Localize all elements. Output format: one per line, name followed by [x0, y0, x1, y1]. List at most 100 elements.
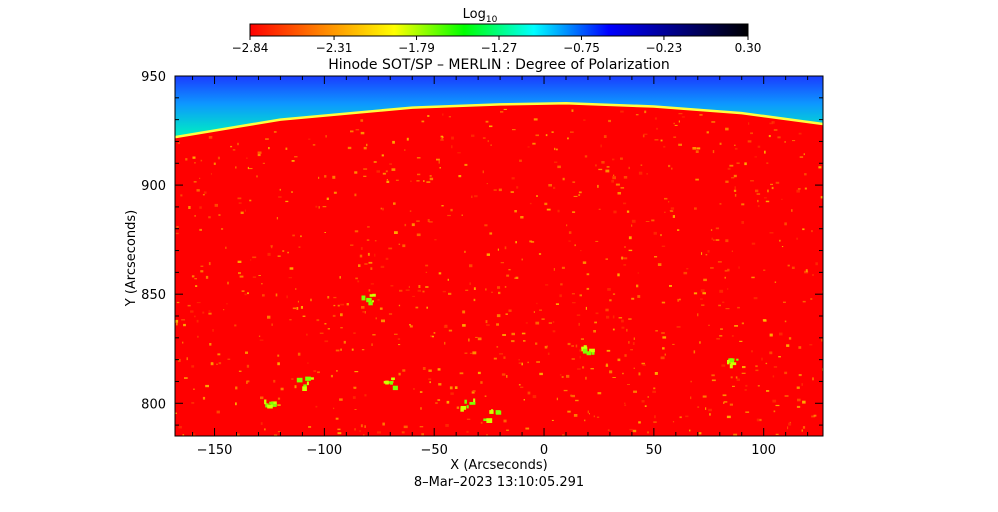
texture-speck	[703, 278, 707, 282]
texture-speck	[464, 250, 466, 253]
texture-speck	[392, 140, 395, 144]
texture-patch	[361, 295, 366, 301]
texture-speck	[360, 424, 363, 428]
texture-speck	[503, 108, 507, 110]
texture-speck	[335, 349, 340, 352]
texture-speck	[194, 278, 197, 280]
texture-speck	[506, 429, 509, 431]
texture-speck	[781, 198, 783, 200]
solar-disk-region	[175, 103, 823, 436]
texture-speck	[653, 231, 657, 235]
texture-speck	[566, 374, 570, 378]
texture-speck	[438, 272, 442, 275]
texture-speck	[315, 405, 318, 408]
texture-speck	[662, 336, 667, 339]
texture-speck	[332, 314, 336, 317]
texture-speck	[256, 175, 258, 178]
texture-speck	[672, 343, 675, 345]
texture-speck	[799, 156, 804, 158]
texture-speck	[716, 338, 720, 340]
texture-speck	[194, 162, 196, 164]
texture-speck	[757, 205, 760, 208]
texture-speck	[464, 352, 468, 354]
texture-speck	[429, 177, 434, 181]
texture-speck	[511, 340, 515, 343]
texture-speck	[769, 122, 774, 125]
texture-speck	[567, 342, 571, 346]
texture-speck	[363, 168, 368, 170]
texture-speck	[702, 395, 707, 398]
texture-speck	[359, 254, 363, 258]
texture-speck	[559, 374, 562, 376]
texture-speck	[382, 422, 385, 426]
texture-speck	[755, 369, 759, 372]
texture-speck	[516, 186, 519, 189]
texture-speck	[584, 419, 586, 422]
texture-speck	[642, 134, 645, 138]
texture-speck	[579, 349, 583, 352]
texture-speck	[764, 197, 767, 199]
texture-patch	[589, 348, 595, 353]
texture-speck	[695, 150, 699, 153]
texture-speck	[744, 389, 747, 391]
texture-speck	[671, 167, 673, 170]
texture-speck	[801, 383, 803, 386]
texture-speck	[227, 281, 229, 285]
y-axis-label: Y (Arcseconds)	[124, 210, 139, 307]
texture-speck	[708, 408, 712, 412]
texture-speck	[450, 208, 453, 212]
texture-speck	[444, 341, 446, 345]
texture-speck	[731, 250, 733, 252]
texture-patch	[582, 348, 588, 354]
texture-patch	[306, 381, 309, 386]
texture-speck	[669, 285, 672, 287]
texture-speck	[577, 368, 581, 370]
texture-speck	[803, 153, 805, 156]
texture-speck	[520, 386, 524, 388]
texture-speck	[772, 375, 775, 378]
texture-speck	[578, 322, 580, 326]
texture-speck	[630, 349, 633, 351]
texture-speck	[521, 332, 526, 335]
texture-speck	[623, 202, 627, 205]
texture-speck	[637, 272, 639, 274]
texture-speck	[291, 160, 295, 162]
texture-speck	[456, 406, 460, 409]
texture-speck	[354, 193, 357, 197]
texture-speck	[464, 163, 468, 166]
texture-speck	[713, 239, 715, 241]
texture-speck	[459, 372, 464, 375]
texture-speck	[798, 346, 802, 349]
texture-speck	[294, 385, 297, 389]
texture-speck	[352, 396, 356, 399]
texture-speck	[190, 310, 194, 313]
texture-speck	[741, 221, 744, 224]
texture-speck	[372, 334, 376, 336]
texture-speck	[292, 307, 297, 310]
texture-speck	[563, 389, 568, 392]
texture-speck	[298, 246, 301, 248]
texture-speck	[562, 177, 565, 181]
texture-speck	[784, 320, 787, 323]
texture-speck	[654, 256, 658, 258]
texture-speck	[261, 283, 263, 285]
texture-speck	[700, 289, 705, 293]
x-tick-label: 100	[751, 443, 776, 458]
texture-speck	[340, 348, 342, 351]
texture-speck	[660, 139, 663, 142]
texture-speck	[448, 292, 452, 295]
texture-speck	[361, 306, 365, 309]
texture-speck	[655, 330, 658, 332]
texture-speck	[506, 375, 508, 378]
texture-speck	[719, 203, 722, 205]
texture-speck	[548, 322, 552, 324]
texture-speck	[241, 290, 245, 292]
texture-speck	[448, 116, 451, 118]
texture-patch	[267, 404, 273, 409]
texture-speck	[673, 122, 675, 125]
texture-speck	[226, 303, 228, 305]
texture-speck	[624, 354, 627, 357]
texture-speck	[433, 332, 436, 334]
texture-speck	[182, 341, 184, 344]
texture-speck	[696, 147, 701, 150]
